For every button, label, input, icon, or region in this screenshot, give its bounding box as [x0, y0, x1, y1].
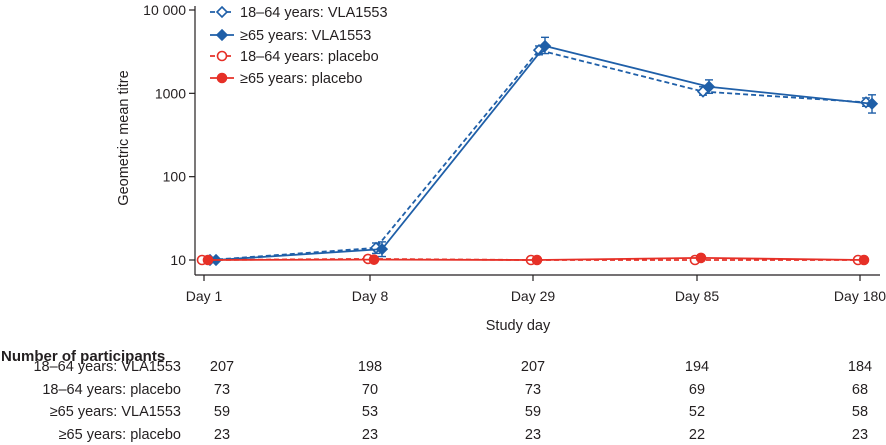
legend-entry: 18–64 years: placebo — [210, 49, 379, 65]
data-point — [538, 39, 552, 53]
data-point — [702, 80, 716, 93]
legend-entry: ≥65 years: placebo — [210, 71, 362, 87]
table-row-label: ≥65 years: placebo — [59, 427, 181, 443]
table-cell: 59 — [525, 404, 541, 420]
data-point — [216, 72, 228, 84]
y-tick-label: 10 000 — [143, 2, 186, 18]
data-point — [695, 252, 707, 264]
table-row: 18–64 years: VLA1553 207 198 207 194 184 — [33, 359, 872, 375]
data-point — [375, 243, 389, 256]
table-cell: 73 — [525, 382, 541, 398]
x-tick-label: Day 85 — [675, 288, 720, 304]
table-cell: 68 — [852, 382, 868, 398]
x-tick-label: Day 29 — [511, 288, 556, 304]
y-axis-title: Geometric mean titre — [116, 70, 132, 205]
table-cell: 184 — [848, 359, 872, 375]
table-cell: 22 — [689, 427, 705, 443]
data-point — [858, 254, 870, 266]
table-cell: 52 — [689, 404, 705, 420]
x-tick-label: Day 1 — [186, 288, 223, 304]
data-point — [215, 5, 229, 19]
data-point — [202, 254, 214, 266]
table-cell: 207 — [210, 359, 234, 375]
x-tick-label: Day 8 — [352, 288, 389, 304]
legend: 18–64 years: VLA1553 ≥65 years: VLA1553 18… — [210, 5, 388, 87]
table-cell: 23 — [214, 427, 230, 443]
data-point — [531, 254, 543, 266]
table-row: 18–64 years: placebo 73 70 73 69 68 — [42, 382, 868, 398]
legend-label: 18–64 years: placebo — [240, 49, 379, 65]
table-cell: 194 — [685, 359, 709, 375]
legend-entry: 18–64 years: VLA1553 — [210, 5, 388, 21]
y-tick-label: 100 — [163, 169, 187, 185]
series-3 — [202, 252, 870, 266]
table-cell: 59 — [214, 404, 230, 420]
table-cell: 53 — [362, 404, 378, 420]
legend-label: ≥65 years: VLA1553 — [240, 28, 371, 44]
data-point — [865, 97, 879, 110]
legend-label: ≥65 years: placebo — [240, 71, 362, 87]
series-layer — [196, 36, 879, 267]
table-row: ≥65 years: placebo 23 23 23 22 23 — [59, 427, 868, 443]
table-cell: 23 — [362, 427, 378, 443]
series-1 — [209, 36, 879, 267]
table-cell: 73 — [214, 382, 230, 398]
axes: 10 100 1000 10 000 Day 1 Day 8 Day 29 Day 85 Day… — [116, 2, 886, 334]
legend-entry: ≥65 years: VLA1553 — [210, 28, 371, 44]
table-cell: 23 — [852, 427, 868, 443]
x-tick-label: Day 180 — [834, 288, 886, 304]
table-header: Number of participants — [1, 348, 165, 365]
table-cell: 23 — [525, 427, 541, 443]
table-cell: 70 — [362, 382, 378, 398]
data-point — [216, 50, 228, 62]
table-row-label: ≥65 years: VLA1553 — [50, 404, 181, 420]
table-cell: 207 — [521, 359, 545, 375]
x-axis-title: Study day — [486, 318, 551, 334]
table-row: ≥65 years: VLA1553 59 53 59 52 58 — [50, 404, 868, 420]
table-cell: 69 — [689, 382, 705, 398]
table-cell: 198 — [358, 359, 382, 375]
table-row-label: 18–64 years: placebo — [42, 382, 181, 398]
data-point — [368, 254, 380, 265]
data-point — [215, 28, 229, 42]
legend-label: 18–64 years: VLA1553 — [240, 5, 388, 21]
table-row-label: 18–64 years: VLA1553 — [33, 359, 181, 375]
y-tick-label: 1000 — [155, 85, 186, 101]
y-tick-label: 10 — [170, 252, 186, 268]
table-cell: 58 — [852, 404, 868, 420]
